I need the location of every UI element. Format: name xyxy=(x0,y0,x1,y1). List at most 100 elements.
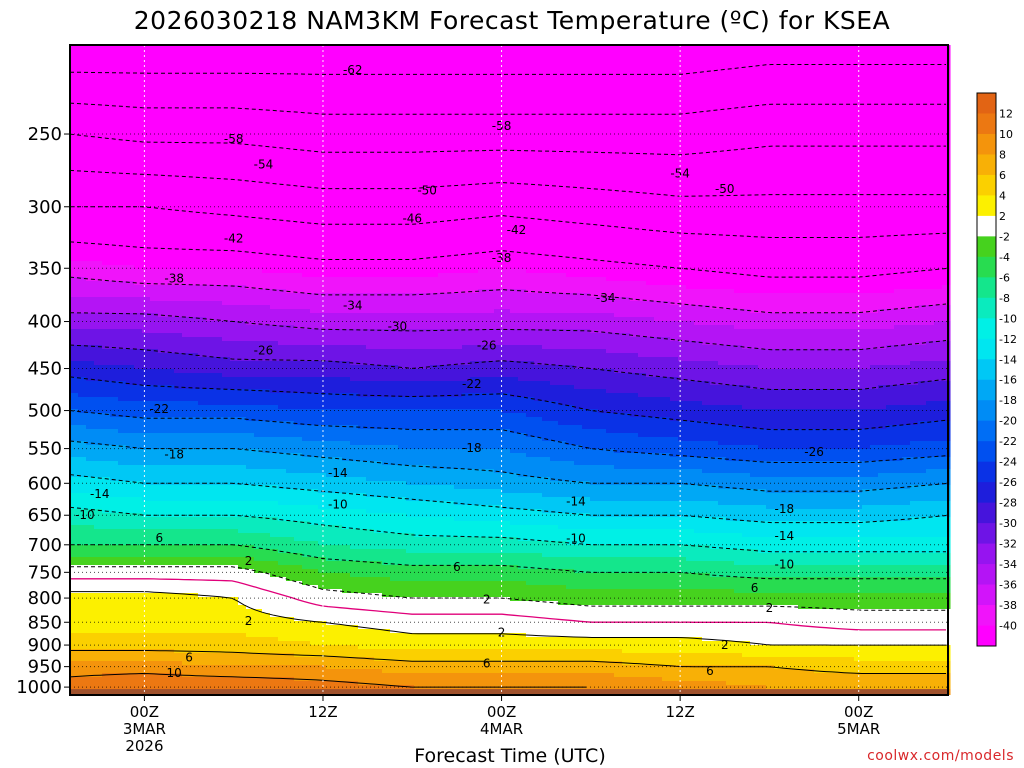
field-cell xyxy=(350,329,359,346)
field-cell xyxy=(174,45,183,270)
field-cell xyxy=(334,645,343,658)
field-cell xyxy=(222,529,231,546)
field-cell xyxy=(758,45,767,294)
field-cell xyxy=(454,505,463,522)
field-cell xyxy=(622,653,631,666)
field-cell xyxy=(574,45,583,278)
field-cell xyxy=(270,665,279,678)
field-cell xyxy=(110,661,119,674)
field-cell xyxy=(670,305,679,322)
field-cell xyxy=(326,477,335,494)
field-cell xyxy=(382,673,391,686)
field-cell xyxy=(910,517,919,538)
field-cell xyxy=(398,481,407,498)
field-cell xyxy=(582,649,591,662)
field-cell xyxy=(270,421,279,438)
field-cell xyxy=(470,469,479,490)
field-cell xyxy=(646,665,655,678)
field-cell xyxy=(926,517,935,538)
field-cell xyxy=(654,485,663,502)
field-cell xyxy=(118,45,127,266)
field-cell xyxy=(310,473,319,490)
field-cell xyxy=(662,605,671,638)
field-cell xyxy=(942,361,951,382)
credit-link[interactable]: coolwx.com/models xyxy=(867,748,1014,764)
field-cell xyxy=(750,409,759,430)
field-cell xyxy=(190,501,199,518)
field-cell xyxy=(942,553,951,566)
field-cell xyxy=(158,517,167,530)
field-cell xyxy=(574,529,583,546)
field-cell xyxy=(86,677,95,694)
field-cell xyxy=(606,485,615,502)
field-cell xyxy=(606,393,615,414)
field-cell xyxy=(358,669,367,686)
field-cell xyxy=(558,365,567,386)
field-cell xyxy=(270,289,279,310)
field-cell xyxy=(278,345,287,362)
field-cell xyxy=(790,645,799,658)
field-cell xyxy=(598,557,607,574)
field-cell xyxy=(726,489,735,506)
field-cell xyxy=(846,477,855,494)
field-cell xyxy=(702,561,711,574)
field-cell xyxy=(318,645,327,658)
field-cell xyxy=(94,329,103,346)
field-cell xyxy=(118,329,127,350)
field-cell xyxy=(198,517,207,530)
field-cell xyxy=(230,665,239,678)
field-cell xyxy=(486,597,495,634)
field-cell xyxy=(374,549,383,562)
field-cell xyxy=(742,565,751,578)
field-cell xyxy=(462,381,471,394)
field-cell xyxy=(710,457,719,474)
contour-label: 6 xyxy=(453,560,461,574)
field-cell xyxy=(694,589,703,606)
field-cell xyxy=(382,597,391,630)
field-cell xyxy=(742,329,751,350)
field-cell xyxy=(766,605,775,646)
field-cell xyxy=(198,269,207,286)
field-cell xyxy=(710,501,719,518)
field-cell xyxy=(86,477,95,494)
field-cell xyxy=(822,449,831,462)
field-cell xyxy=(622,453,631,470)
field-cell xyxy=(462,633,471,650)
field-cell xyxy=(574,649,583,662)
field-cell xyxy=(406,449,415,466)
field-cell xyxy=(694,381,703,402)
field-cell xyxy=(254,45,263,270)
field-cell xyxy=(310,425,319,442)
field-cell xyxy=(486,521,495,538)
field-cell xyxy=(110,329,119,350)
field-cell xyxy=(446,517,455,538)
field-cell xyxy=(870,409,879,430)
field-cell xyxy=(662,545,671,558)
field-cell xyxy=(446,365,455,382)
field-cell xyxy=(158,545,167,558)
field-cell xyxy=(942,593,951,610)
field-cell xyxy=(430,329,439,350)
field-cell xyxy=(478,673,487,690)
field-cell xyxy=(462,505,471,522)
field-cell xyxy=(230,465,239,486)
field-cell xyxy=(118,281,127,298)
grid-lines xyxy=(70,45,948,695)
field-cell xyxy=(614,677,623,690)
field-cell xyxy=(286,293,295,310)
field-cell xyxy=(814,553,823,566)
colorbar-swatch xyxy=(977,215,996,237)
field-cell xyxy=(478,597,487,634)
field-cell xyxy=(102,545,111,558)
field-cell xyxy=(70,361,79,378)
field-cell xyxy=(238,545,247,558)
field-cell xyxy=(454,661,463,674)
colorbar-swatch xyxy=(977,359,996,381)
field-cell xyxy=(254,325,263,342)
field-cell xyxy=(422,277,431,294)
field-cell xyxy=(286,377,295,394)
field-cell xyxy=(310,345,319,362)
field-cell xyxy=(246,361,255,378)
field-cell xyxy=(582,389,591,410)
field-cell xyxy=(654,501,663,518)
